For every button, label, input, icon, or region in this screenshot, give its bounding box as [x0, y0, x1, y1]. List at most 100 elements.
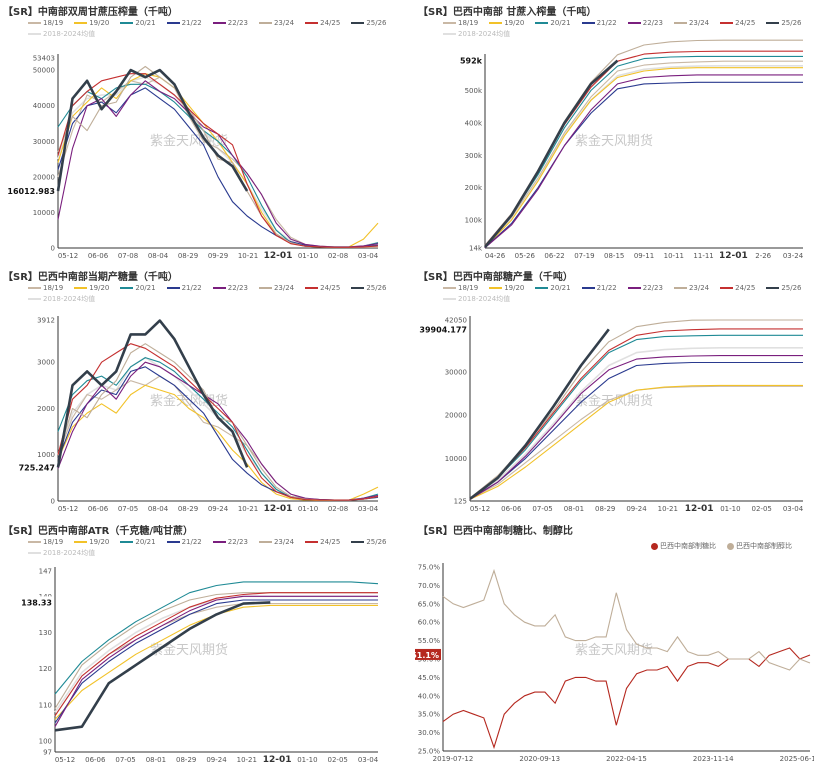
series-line-18-19[interactable]	[54, 603, 378, 717]
series-line-21-22[interactable]	[57, 87, 379, 248]
x-tick-label: 03-24	[783, 252, 804, 260]
legend-item[interactable]: 22/23	[627, 18, 663, 29]
legend-item[interactable]: 24/25	[305, 537, 340, 548]
x-tick-label: 09-29	[208, 252, 228, 260]
y-tick-label: 500k	[465, 87, 483, 95]
legend-item[interactable]: 2018-2024均值	[28, 294, 95, 305]
legend-item[interactable]: 23/24	[258, 283, 294, 294]
legend-item[interactable]: 24/25	[305, 283, 340, 294]
legend-item[interactable]: 24/25	[720, 283, 755, 294]
legend-item[interactable]: 25/26	[351, 283, 387, 294]
series-line-22-23[interactable]	[469, 355, 803, 500]
legend-item[interactable]: 2018-2024均值	[28, 548, 95, 559]
legend-item[interactable]: 19/20	[74, 283, 109, 294]
series-line-25-26[interactable]	[469, 328, 610, 500]
legend-swatch	[120, 22, 134, 24]
legend-item[interactable]: 2018-2024均值	[28, 29, 95, 40]
y-tick-label: 100k	[465, 217, 483, 225]
series-line-24-25[interactable]	[54, 592, 378, 717]
legend-item[interactable]: 20/21	[120, 18, 156, 29]
legend-item[interactable]: 25/26	[766, 283, 802, 294]
series-line-20-21[interactable]	[469, 334, 803, 499]
legend-item[interactable]: 20/21	[535, 18, 571, 29]
legend-item[interactable]: 20/21	[120, 283, 156, 294]
series-line-19-20[interactable]	[57, 73, 379, 248]
legend-item[interactable]: 19/20	[74, 18, 109, 29]
series-line-24-25[interactable]	[57, 343, 379, 501]
legend-swatch	[581, 287, 595, 289]
legend-item[interactable]: 21/22	[166, 537, 202, 548]
chart-title: 【SR】中南部双周甘蔗压榨量（千吨）	[3, 7, 178, 18]
series-line-19-20[interactable]	[469, 384, 803, 500]
legend-item[interactable]: 22/23	[212, 18, 248, 29]
legend-item[interactable]: 22/23	[212, 537, 248, 548]
legend-item[interactable]: 21/22	[166, 283, 202, 294]
legend-item[interactable]: 25/26	[351, 537, 387, 548]
series-line-avg[interactable]	[484, 65, 803, 248]
series-line-21-22[interactable]	[54, 599, 378, 724]
legend-label: 21/22	[596, 19, 617, 27]
series-line-22-23[interactable]	[54, 595, 378, 727]
legend-item[interactable]: 巴西中南部制糖比	[651, 541, 716, 552]
legend-item[interactable]: 18/19	[28, 18, 63, 29]
series-line-avg[interactable]	[469, 347, 803, 500]
series-line-20-21[interactable]	[57, 83, 379, 248]
legend-item[interactable]: 18/19	[443, 283, 478, 294]
legend-item[interactable]: 21/22	[581, 283, 617, 294]
series-line-25-26[interactable]	[56, 319, 249, 468]
legend-item[interactable]: 24/25	[305, 18, 340, 29]
chart-legend: 18/19 19/20 20/21 21/22 22/23 23/24 24/25 25/26…	[28, 18, 398, 40]
y-tick-label: 0	[51, 498, 55, 506]
x-tick-label: 02-08	[328, 252, 348, 260]
series-line-sugar-mix[interactable]	[442, 647, 811, 750]
series-line-22-23[interactable]	[484, 74, 803, 249]
legend-item[interactable]: 24/25	[720, 18, 755, 29]
series-line-21-22[interactable]	[469, 361, 803, 500]
legend-swatch	[258, 287, 272, 289]
legend-item[interactable]: 19/20	[489, 18, 524, 29]
series-line-25-26[interactable]	[56, 68, 249, 192]
legend-item[interactable]: 25/26	[766, 18, 802, 29]
series-line-25-26[interactable]	[484, 59, 619, 248]
series-line-20-21[interactable]	[484, 55, 803, 247]
legend-item[interactable]: 23/24	[258, 18, 294, 29]
series-line-24-25[interactable]	[469, 328, 803, 499]
legend-item[interactable]: 18/19	[28, 283, 63, 294]
series-line-20-21[interactable]	[57, 357, 379, 501]
x-tick-label: 01-10	[720, 505, 740, 513]
series-line-20-21[interactable]	[54, 581, 379, 695]
series-line-19-20[interactable]	[484, 67, 803, 248]
legend-item[interactable]: 2018-2024均值	[443, 29, 510, 40]
series-line-18-19[interactable]	[484, 60, 803, 248]
legend-item[interactable]: 20/21	[535, 283, 571, 294]
legend-label: 22/23	[227, 538, 248, 546]
legend-item[interactable]: 21/22	[166, 18, 202, 29]
legend-item[interactable]: 23/24	[673, 283, 709, 294]
series-line-ethanol-mix[interactable]	[442, 568, 811, 671]
legend-item[interactable]: 巴西中南部制醇比	[727, 541, 792, 552]
legend-swatch	[443, 298, 456, 300]
legend-item[interactable]: 21/22	[581, 18, 617, 29]
current-value-label: 16012.983	[7, 187, 55, 196]
chart-title: 【SR】巴西中南部当期产糖量（千吨）	[3, 272, 178, 283]
legend-item[interactable]: 23/24	[673, 18, 709, 29]
legend-swatch	[443, 287, 456, 289]
x-tick-label: 04-26	[485, 252, 506, 260]
legend-item[interactable]: 25/26	[351, 18, 387, 29]
legend-item[interactable]: 20/21	[120, 537, 156, 548]
legend-item[interactable]: 18/19	[28, 537, 63, 548]
series-line-21-22[interactable]	[484, 81, 803, 249]
y-tick-label: 60.0%	[418, 619, 441, 627]
legend-item[interactable]: 2018-2024均值	[443, 294, 510, 305]
legend-swatch	[766, 287, 780, 289]
legend-label: 20/21	[550, 284, 571, 292]
legend-item[interactable]: 19/20	[74, 537, 109, 548]
series-line-24-25[interactable]	[57, 73, 379, 248]
legend-item[interactable]: 19/20	[489, 283, 524, 294]
legend-item[interactable]: 22/23	[627, 283, 663, 294]
legend-item[interactable]: 18/19	[443, 18, 478, 29]
legend-item[interactable]: 22/23	[212, 283, 248, 294]
legend-item[interactable]: 23/24	[258, 537, 294, 548]
series-line-25-26[interactable]	[54, 601, 271, 732]
series-line-23-24[interactable]	[57, 343, 379, 501]
